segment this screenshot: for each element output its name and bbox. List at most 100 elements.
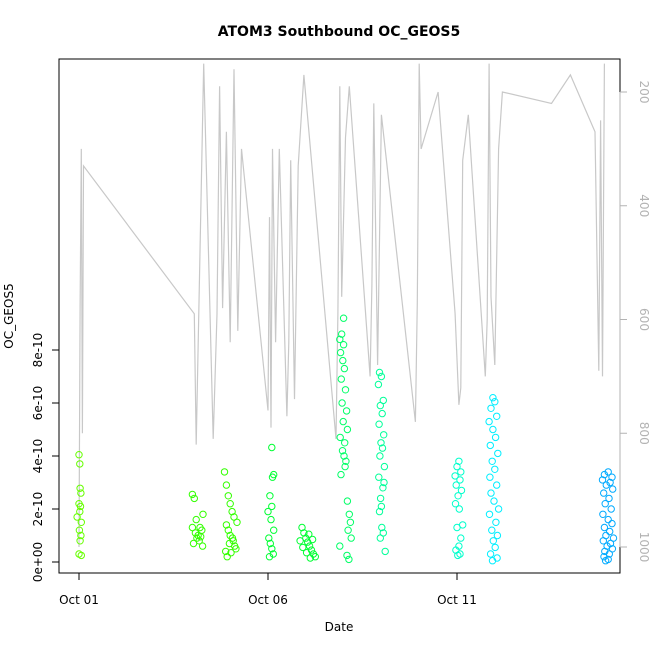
data-point-s4-6 bbox=[375, 420, 383, 428]
data-point-s1-3 bbox=[188, 523, 197, 532]
y-tick-label-1: 2e-10 bbox=[31, 492, 45, 527]
data-point-s4-20 bbox=[377, 502, 386, 511]
pressure-trace bbox=[78, 63, 606, 548]
data-point-s3-13 bbox=[336, 433, 344, 442]
data-point-s7-12 bbox=[604, 515, 612, 524]
data-point-s3-14 bbox=[341, 439, 349, 447]
data-point-s3-27 bbox=[341, 462, 349, 471]
data-point-s5-6 bbox=[457, 486, 466, 495]
data-point-s3-23 bbox=[336, 542, 344, 550]
data-point-s5-9 bbox=[455, 505, 463, 513]
data-point-s2-18 bbox=[307, 546, 316, 554]
data-point-s3-12 bbox=[343, 425, 352, 434]
data-point-s1-1 bbox=[190, 494, 199, 503]
y-tick-label-2: 4e-10 bbox=[31, 439, 45, 474]
data-point-s2-23 bbox=[302, 549, 311, 557]
data-point-s1-31 bbox=[228, 534, 237, 542]
data-point-s4-2 bbox=[374, 380, 383, 389]
data-point-s6-10 bbox=[491, 465, 499, 473]
data-point-s2-7 bbox=[270, 526, 278, 534]
data-point-s3-4 bbox=[336, 348, 345, 357]
data-point-s0-12 bbox=[77, 551, 86, 560]
data-point-s0-5 bbox=[76, 502, 85, 511]
data-point-s4-12 bbox=[375, 473, 383, 481]
data-point-s3-20 bbox=[346, 518, 355, 526]
data-point-s6-14 bbox=[490, 497, 498, 505]
secondary-tick-label-0: 200 bbox=[637, 81, 650, 104]
data-point-s2-25 bbox=[308, 535, 317, 544]
data-point-s3-6 bbox=[340, 364, 349, 373]
y-axis-label: OC_GEOS5 bbox=[2, 283, 16, 348]
data-point-s1-25 bbox=[222, 547, 230, 556]
data-point-s3-2 bbox=[336, 335, 344, 344]
data-point-s7-26 bbox=[601, 557, 610, 565]
data-point-s6-22 bbox=[486, 550, 495, 558]
data-point-s4-16 bbox=[378, 523, 386, 532]
secondary-tick-label-4: 1000 bbox=[637, 532, 650, 563]
data-point-s3-0 bbox=[339, 314, 348, 322]
data-point-s1-12 bbox=[198, 542, 207, 550]
data-point-s4-21 bbox=[380, 478, 388, 487]
data-point-s6-1 bbox=[491, 398, 499, 406]
data-point-s5-7 bbox=[454, 492, 462, 500]
data-point-s3-15 bbox=[338, 447, 347, 455]
data-point-s2-17 bbox=[305, 542, 314, 550]
data-point-s3-22 bbox=[347, 534, 355, 542]
data-point-s7-14 bbox=[600, 523, 609, 532]
data-point-s7-3 bbox=[598, 476, 607, 484]
data-point-s5-12 bbox=[457, 534, 465, 542]
data-point-s1-27 bbox=[223, 553, 231, 561]
data-point-s3-24 bbox=[345, 555, 353, 564]
data-point-s6-5 bbox=[489, 425, 497, 434]
data-point-s3-16 bbox=[342, 457, 350, 465]
data-point-s6-13 bbox=[487, 489, 495, 497]
data-point-s5-0 bbox=[455, 457, 463, 465]
data-point-s1-11 bbox=[195, 537, 203, 545]
data-point-s7-4 bbox=[606, 478, 614, 487]
data-point-s7-1 bbox=[600, 470, 609, 479]
pressure-line bbox=[78, 63, 606, 548]
data-point-s1-13 bbox=[199, 510, 207, 518]
data-point-s5-1 bbox=[453, 462, 461, 471]
data-point-s3-3 bbox=[339, 341, 348, 349]
data-point-s2-20 bbox=[311, 553, 319, 561]
x-axis-label: Date bbox=[325, 620, 354, 634]
data-point-s6-4 bbox=[485, 417, 493, 426]
data-point-s2-6 bbox=[267, 515, 275, 524]
data-point-s2-12 bbox=[265, 553, 274, 561]
data-point-s3-5 bbox=[339, 356, 347, 365]
data-point-s1-17 bbox=[226, 500, 234, 508]
data-point-s7-2 bbox=[608, 473, 616, 481]
data-point-s6-6 bbox=[491, 433, 500, 442]
data-point-s3-18 bbox=[343, 497, 352, 505]
data-point-s2-22 bbox=[299, 543, 307, 552]
data-point-s1-0 bbox=[188, 490, 197, 499]
data-point-s7-5 bbox=[602, 481, 610, 489]
data-point-s5-15 bbox=[456, 550, 464, 558]
y-tick-label-0: 0e+00 bbox=[31, 542, 45, 582]
data-point-s5-8 bbox=[451, 500, 460, 508]
data-point-s2-24 bbox=[305, 530, 313, 538]
data-point-s6-7 bbox=[486, 441, 494, 450]
data-point-s6-17 bbox=[492, 518, 500, 526]
data-point-s7-18 bbox=[599, 537, 607, 545]
data-point-s1-15 bbox=[222, 481, 231, 489]
data-point-s6-24 bbox=[488, 557, 497, 565]
scatter-points bbox=[73, 314, 618, 565]
data-point-s2-8 bbox=[265, 534, 273, 542]
data-point-s3-8 bbox=[341, 386, 350, 394]
secondary-tick-label-2: 600 bbox=[637, 308, 650, 331]
chart-title: ATOM3 Southbound OC_GEOS5 bbox=[218, 24, 461, 40]
data-point-s2-16 bbox=[304, 538, 312, 546]
data-point-s4-18 bbox=[376, 534, 384, 542]
data-point-s1-28 bbox=[227, 549, 235, 557]
data-point-s2-3 bbox=[266, 492, 274, 500]
data-point-s1-29 bbox=[233, 518, 241, 526]
data-point-s6-20 bbox=[489, 537, 497, 545]
data-point-s0-9 bbox=[77, 531, 85, 540]
data-point-s2-5 bbox=[264, 507, 272, 516]
data-point-s4-7 bbox=[380, 431, 388, 439]
data-point-s7-15 bbox=[606, 527, 614, 536]
data-point-s6-11 bbox=[486, 473, 494, 481]
data-point-s6-12 bbox=[493, 481, 501, 489]
